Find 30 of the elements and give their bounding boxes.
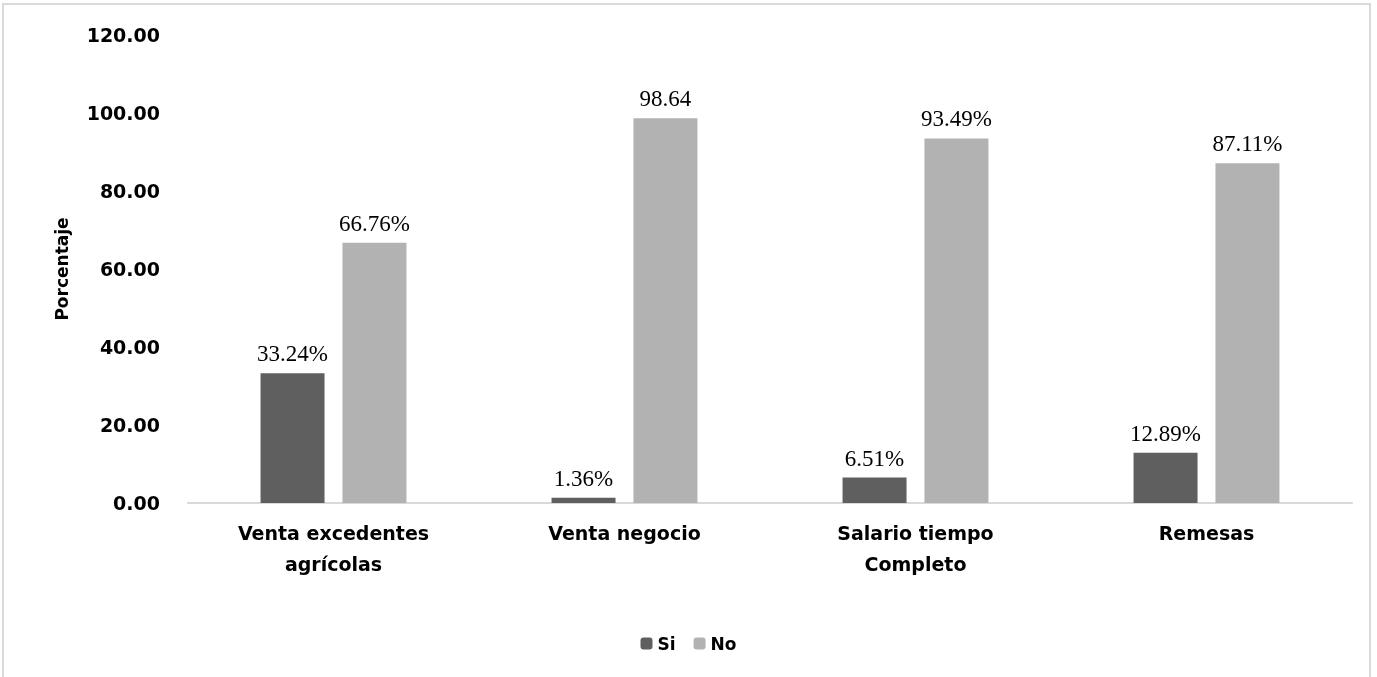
legend-label: Si	[657, 633, 676, 654]
bar	[633, 118, 698, 503]
data-label: 98.64	[639, 86, 692, 112]
data-label: 6.51%	[844, 445, 905, 471]
data-label: 1.36%	[553, 465, 614, 491]
x-tick-label: Salario tiempo Completo	[837, 521, 994, 575]
bar	[924, 138, 989, 503]
bar	[1133, 452, 1198, 503]
bar	[842, 477, 907, 503]
data-label: 33.24%	[257, 341, 328, 367]
legend-label: No	[710, 633, 737, 654]
bar	[260, 373, 325, 503]
data-label: 66.76%	[339, 210, 410, 236]
y-tick-label: 100.00	[86, 102, 160, 124]
x-tick-label: Venta excedentes agrícolas	[237, 521, 430, 575]
x-tick-label: Venta negocio	[548, 521, 701, 544]
y-tick-label: 120.00	[86, 24, 160, 46]
data-label: 93.49%	[921, 106, 992, 132]
bar	[551, 497, 616, 503]
y-tick-label: 80.00	[99, 180, 160, 202]
bar	[342, 242, 407, 503]
y-tick-label: 60.00	[99, 258, 160, 280]
data-label: 12.89%	[1130, 420, 1201, 446]
y-tick-label: 20.00	[99, 414, 160, 436]
data-label: 87.11%	[1212, 131, 1283, 157]
x-tick-label: Remesas	[1158, 521, 1255, 544]
y-axis-title: Porcentaje	[51, 217, 72, 321]
y-tick-label: 0.00	[113, 492, 160, 514]
y-tick-label: 40.00	[99, 336, 160, 358]
bar	[1215, 163, 1280, 503]
